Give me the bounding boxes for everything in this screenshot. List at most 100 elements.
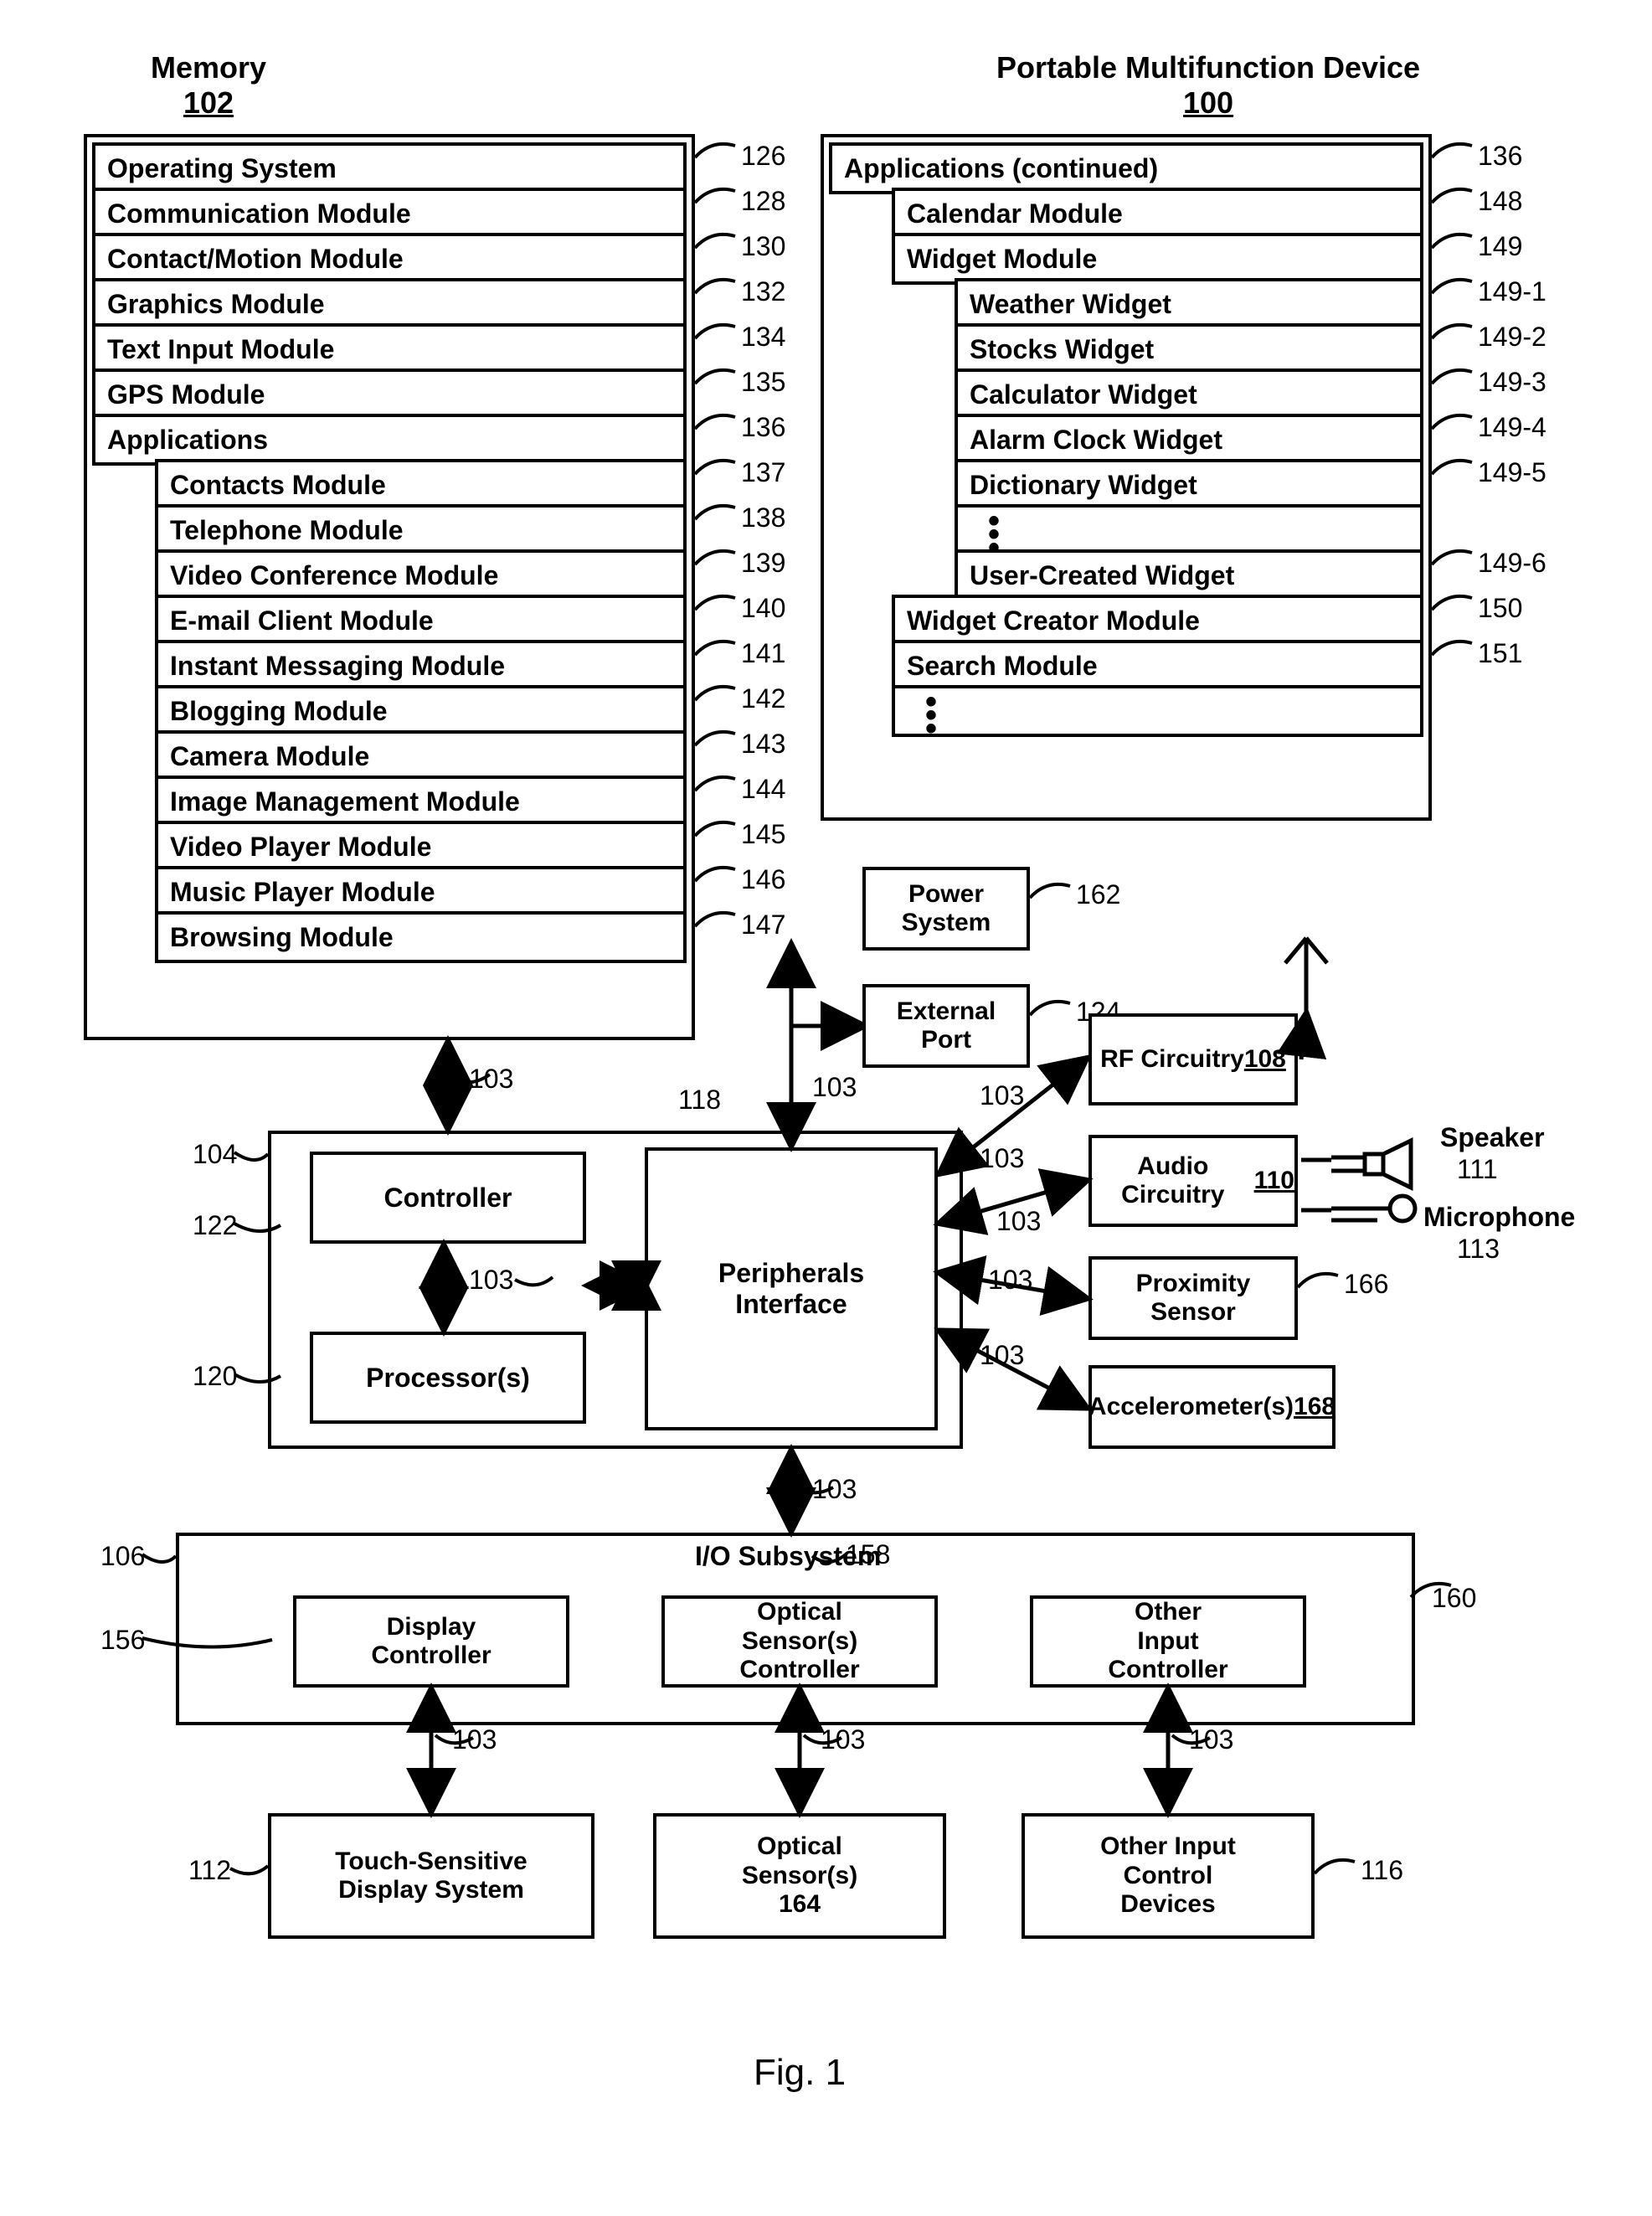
ref-103-ext: 103 (812, 1072, 857, 1103)
mem-row-10: E-mail Client Module (155, 595, 687, 647)
mem-row-17: Browsing Module (155, 911, 687, 963)
mem-row-5: GPS Module (92, 368, 687, 420)
fan103-4: 103 (980, 1340, 1024, 1371)
mem-ref-16: 146 (741, 864, 785, 895)
ref-103-ctrl: 103 (469, 1265, 513, 1296)
processors-box: Processor(s) (310, 1332, 586, 1424)
mem-row-15: Video Player Module (155, 821, 687, 873)
mem-row-12: Blogging Module (155, 685, 687, 737)
mem-ref-7: 137 (741, 457, 785, 488)
fan103-2: 103 (996, 1206, 1041, 1237)
peripherals-box: PeripheralsInterface (645, 1147, 938, 1430)
apps-row-0: Calendar Module (892, 188, 1423, 240)
mem-row-4: Text Input Module (92, 323, 687, 375)
mem-ref-5: 135 (741, 367, 785, 398)
rblock-1: ExternalPort (862, 984, 1030, 1068)
apps-ref-5: 149-4 (1478, 412, 1546, 443)
bottom-1: OpticalSensor(s)164 (653, 1813, 946, 1939)
mem-ref-0: 126 (741, 141, 785, 172)
ref-118: 118 (678, 1085, 721, 1116)
bottom-ref-0: 112 (188, 1855, 231, 1886)
mem-ref-11: 141 (741, 638, 785, 669)
dots-row-11 (892, 685, 1423, 737)
mem-row-13: Camera Module (155, 730, 687, 782)
ref-120: 120 (193, 1361, 237, 1392)
io103-0: 103 (452, 1724, 497, 1755)
mem-ref-14: 144 (741, 774, 785, 805)
rblock-ref-0: 162 (1076, 879, 1120, 910)
mem-ref-6: 136 (741, 412, 785, 443)
apps-row-10: Search Module (892, 640, 1423, 692)
fan103-1: 103 (980, 1143, 1024, 1174)
io103-1: 103 (821, 1724, 865, 1755)
apps-cont-header-ref: 136 (1478, 141, 1522, 172)
apps-ref-9: 150 (1478, 593, 1522, 624)
apps-row-4: Calculator Widget (955, 368, 1423, 420)
memory-header: Memory102 (151, 50, 266, 121)
mem-row-11: Instant Messaging Module (155, 640, 687, 692)
mem-row-3: Graphics Module (92, 278, 687, 330)
mem-ref-9: 139 (741, 548, 785, 579)
apps-row-5: Alarm Clock Widget (955, 414, 1423, 466)
mem-ref-8: 138 (741, 502, 785, 533)
mem-ref-12: 142 (741, 683, 785, 714)
ref-160: 160 (1432, 1583, 1476, 1614)
fan103-0: 103 (980, 1080, 1024, 1111)
bottom-0: Touch-SensitiveDisplay System (268, 1813, 594, 1939)
ref-103-mem: 103 (469, 1064, 513, 1095)
dots-7: ••• (988, 514, 1000, 554)
mem-ref-17: 147 (741, 910, 785, 941)
apps-row-9: Widget Creator Module (892, 595, 1423, 647)
apps-ref-3: 149-2 (1478, 322, 1546, 353)
ref-104: 104 (193, 1139, 237, 1170)
mem-row-16: Music Player Module (155, 866, 687, 918)
apps-cont-header: Applications (continued) (829, 142, 1423, 194)
mem-ref-10: 140 (741, 593, 785, 624)
rblock-ref-4: 166 (1344, 1269, 1388, 1300)
rblock-3: Audio Circuitry110 (1088, 1135, 1298, 1227)
mem-row-2: Contact/Motion Module (92, 233, 687, 285)
ref-156: 156 (100, 1625, 145, 1656)
mem-row-9: Video Conference Module (155, 549, 687, 601)
device-header: Portable Multifunction Device100 (996, 50, 1420, 121)
dots-row-7 (955, 504, 1423, 556)
mem-row-14: Image Management Module (155, 776, 687, 827)
mem-row-0: Operating System (92, 142, 687, 194)
speaker-label: Speaker (1440, 1122, 1545, 1153)
bottom-2: Other InputControlDevices (1022, 1813, 1315, 1939)
io103-2: 103 (1189, 1724, 1233, 1755)
mic-ref: 113 (1457, 1234, 1500, 1265)
apps-ref-6: 149-5 (1478, 457, 1546, 488)
mem-row-7: Contacts Module (155, 459, 687, 511)
display-controller: DisplayController (293, 1595, 569, 1688)
apps-row-6: Dictionary Widget (955, 459, 1423, 511)
controller-box: Controller (310, 1152, 586, 1244)
mem-ref-13: 143 (741, 729, 785, 760)
ref-122: 122 (193, 1210, 237, 1241)
fan103-3: 103 (988, 1265, 1032, 1296)
other-input-controller: OtherInputController (1030, 1595, 1306, 1688)
bottom-ref-2: 116 (1361, 1855, 1403, 1886)
speaker-ref: 111 (1457, 1154, 1498, 1185)
figure-label: Fig. 1 (754, 2052, 846, 2094)
mem-row-1: Communication Module (92, 188, 687, 240)
apps-ref-0: 148 (1478, 186, 1522, 217)
mem-row-8: Telephone Module (155, 504, 687, 556)
mem-ref-15: 145 (741, 819, 785, 850)
ref-106: 106 (100, 1541, 145, 1572)
apps-ref-10: 151 (1478, 638, 1522, 669)
mem-ref-2: 130 (741, 231, 785, 262)
rblock-4: ProximitySensor (1088, 1256, 1298, 1340)
ref-158: 158 (846, 1539, 890, 1570)
mem-ref-4: 134 (741, 322, 785, 353)
dots-11: ••• (925, 695, 937, 735)
apps-row-3: Stocks Widget (955, 323, 1423, 375)
optical-controller: OpticalSensor(s)Controller (661, 1595, 938, 1688)
apps-ref-8: 149-6 (1478, 548, 1546, 579)
rblock-0: PowerSystem (862, 867, 1030, 951)
apps-row-2: Weather Widget (955, 278, 1423, 330)
apps-row-8: User-Created Widget (955, 549, 1423, 601)
apps-ref-1: 149 (1478, 231, 1522, 262)
apps-ref-2: 149-1 (1478, 276, 1546, 307)
rblock-5: Accelerometer(s)168 (1088, 1365, 1335, 1449)
